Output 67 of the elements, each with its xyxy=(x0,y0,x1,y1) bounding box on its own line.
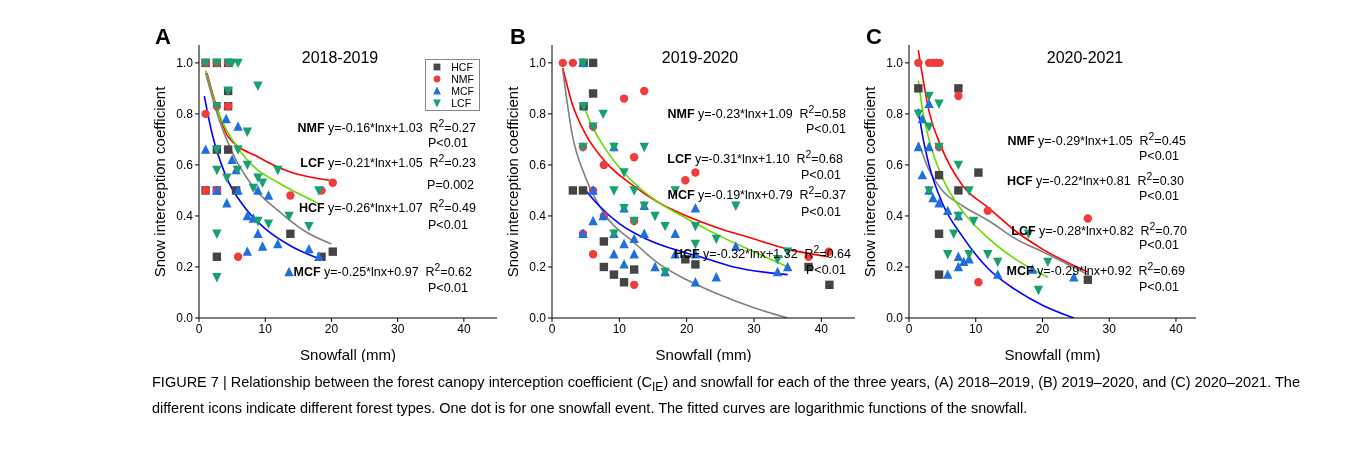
annotation: P<0.01 xyxy=(1139,237,1179,252)
y-tick-label: 0.2 xyxy=(886,260,904,275)
y-tick-label: 0.8 xyxy=(529,107,547,122)
annotation: P<0.01 xyxy=(1139,148,1179,163)
annotation: NMF y=-0.23*lnx+1.09 R$^{2}$=0.58 xyxy=(667,104,846,122)
annotation: NMF y=-0.29*lnx+1.05 R$^{2}$=0.45 xyxy=(1007,131,1186,149)
annotation: NMF y=-0.16*lnx+1.03 R$^{2}$=0.27 xyxy=(297,118,476,136)
y-tick-label: 0.0 xyxy=(529,311,547,326)
y-tick-label: 0.6 xyxy=(529,158,547,173)
y-axis-title: Snow interception coefficient xyxy=(150,86,168,277)
x-tick-label: 10 xyxy=(969,321,983,336)
x-tick-label: 10 xyxy=(612,321,627,336)
x-tick-label: 0 xyxy=(905,321,913,336)
y-tick-label: 0.4 xyxy=(529,209,547,224)
y-axis-title: Snow interception coefficient xyxy=(860,86,878,277)
y-axis-title: Snow interception coefficient xyxy=(503,86,521,277)
x-tick-label: 0 xyxy=(195,321,203,336)
annotation: P<0.01 xyxy=(801,167,841,182)
y-tick-label: 0.8 xyxy=(176,107,194,122)
y-tick-label: 0.4 xyxy=(176,209,194,224)
annotation: P<0.01 xyxy=(801,204,841,219)
annotation: MCF y=-0.19*lnx+0.79 R$^{2}$=0.37 xyxy=(667,185,846,203)
annotation: MCF y=-0.25*lnx+0.97 R$^{2}$=0.62 xyxy=(293,262,472,280)
annotation: HCF y=-0.22*lnx+0.81 R$^{2}$=0.30 xyxy=(1006,171,1184,189)
y-tick-label: 0.0 xyxy=(176,311,194,326)
y-tick-label: 0.2 xyxy=(529,260,547,275)
annotation: LCF y=-0.21*lnx+1.05 R$^{2}$=0.23 xyxy=(300,153,476,171)
chart-title: C xyxy=(866,24,882,50)
x-tick-label: 0 xyxy=(548,321,556,336)
legend-label: MCF xyxy=(451,84,474,97)
chart-subtitle: 2020-2021 xyxy=(1046,49,1124,67)
annotation: P<0.01 xyxy=(1139,188,1179,203)
chart-subtitle: 2018-2019 xyxy=(301,49,379,67)
y-tick-label: 1.0 xyxy=(176,56,194,71)
y-tick-label: 1.0 xyxy=(886,56,904,71)
y-tick-label: 0.0 xyxy=(886,311,904,326)
annotation: P<0.01 xyxy=(1139,279,1179,294)
y-tick-label: 0.6 xyxy=(886,158,904,173)
annotation: P<0.01 xyxy=(428,135,468,150)
y-tick-label: 0.2 xyxy=(176,260,194,275)
x-tick-label: 30 xyxy=(1102,321,1117,336)
x-tick-label: 10 xyxy=(258,321,273,336)
annotation: P<0.01 xyxy=(806,121,846,136)
annotation: P<0.01 xyxy=(428,280,468,295)
annotation: HCF y=-0.26*lnx+1.07 R$^{2}$=0.49 xyxy=(298,198,476,216)
x-tick-label: 40 xyxy=(814,321,829,336)
legend-label: NMF xyxy=(451,72,474,85)
x-tick-label: 20 xyxy=(1035,321,1050,336)
x-tick-label: 20 xyxy=(679,321,694,336)
legend-label: HCF xyxy=(451,60,473,73)
caption: FIGURE 7 | Relationship between the forest canopy interception coefficient (C$_{IE}$) and snowfall for each of the three years, (A) 2018–2019, (B) 2019–2020, and (C) 2020–2021. The different icons indicate different forest types. One dot is for one snowfall event. The fitted curves are logarithmic functions of the snowfall. xyxy=(152,374,1300,416)
x-tick-label: 30 xyxy=(390,321,405,336)
x-tick-label: 40 xyxy=(457,321,471,336)
y-tick-label: 0.8 xyxy=(886,107,904,122)
legend-label: LCF xyxy=(451,96,472,109)
chart-title: A xyxy=(155,24,171,50)
annotation: P<0.01 xyxy=(428,217,468,232)
x-tick-label: 40 xyxy=(1169,321,1183,336)
y-tick-label: 0.6 xyxy=(176,158,194,173)
annotation: P=0.002 xyxy=(427,177,474,192)
y-tick-label: 1.0 xyxy=(529,56,547,71)
x-tick-label: 30 xyxy=(747,321,761,336)
x-tick-label: 20 xyxy=(324,321,339,336)
chart-subtitle: 2019-2020 xyxy=(661,49,739,67)
chart-title: B xyxy=(510,24,526,50)
annotation: LCF y=-0.31*lnx+1.10 R$^{2}$=0.68 xyxy=(667,149,843,167)
y-tick-label: 0.4 xyxy=(886,209,904,224)
